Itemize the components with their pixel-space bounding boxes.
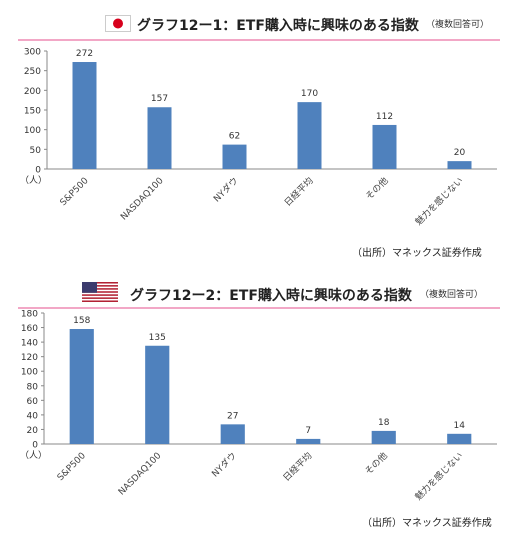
data-label: 170: [301, 89, 318, 99]
x-tick-label: その他: [363, 175, 391, 203]
bar: [296, 438, 321, 444]
x-tick-label: NASDAQ100: [117, 451, 164, 498]
data-label: 272: [76, 49, 93, 59]
bar: [372, 124, 397, 169]
data-label: 18: [378, 418, 390, 428]
y-tick-label: 20: [27, 426, 39, 436]
data-label: 20: [454, 148, 466, 158]
y-tick-label: 150: [24, 107, 41, 117]
title-rule: [18, 39, 500, 41]
x-tick-label: S&P500: [56, 451, 88, 483]
chart-note: （複数回答可）: [426, 20, 490, 30]
chart-title: グラフ12ー1：ETF購入時に興味のある指数: [137, 18, 419, 34]
x-tick-label: 日経平均: [280, 450, 314, 484]
y-tick-label: 250: [24, 67, 41, 77]
data-label: 135: [149, 333, 166, 343]
x-tick-label: NASDAQ100: [119, 176, 166, 223]
x-tick-label: 魅力を感じない: [413, 175, 466, 228]
y-tick-label: 100: [24, 126, 41, 136]
data-label: 112: [376, 112, 393, 122]
bar: [145, 345, 170, 444]
y-tick-label: 100: [21, 368, 38, 378]
y-tick-label: 120: [21, 353, 38, 363]
y-tick-label: 180: [21, 310, 38, 320]
source-note: （出所）マネックス証券作成: [352, 248, 482, 259]
chart-panel-2: グラフ12ー2：ETF購入時に興味のある指数 （複数回答可） 0 20 40 60 80…: [0, 276, 513, 539]
data-label: 157: [151, 94, 168, 104]
y-tick-label: 300: [24, 48, 41, 58]
data-label: 27: [227, 411, 238, 421]
data-label: 14: [454, 421, 466, 431]
bar: [69, 329, 94, 444]
data-label: 62: [229, 132, 240, 142]
x-tick-label: その他: [362, 450, 390, 478]
y-tick-label: 0: [32, 441, 38, 451]
y-unit-label: （人）: [20, 450, 47, 461]
bar: [72, 62, 97, 169]
y-tick-label: 80: [27, 382, 39, 392]
y-tick-label: 60: [27, 397, 39, 407]
y-tick-label: 50: [30, 146, 42, 156]
y-tick-label: 140: [21, 339, 38, 349]
bar: [222, 144, 247, 169]
data-label: 158: [73, 316, 90, 326]
bar-chart-2: 0 20 40 60 80 100 120 140 160 180 （人） 158 S&P500 135 N…: [20, 310, 497, 503]
title-rule: [18, 307, 500, 309]
us-flag-icon: [82, 282, 118, 302]
chart-note: （複数回答可）: [420, 290, 484, 300]
y-tick-label: 200: [24, 87, 41, 97]
chart-title: グラフ12ー2：ETF購入時に興味のある指数: [130, 288, 412, 304]
data-label: 7: [305, 426, 311, 436]
y-unit-label: （人）: [20, 175, 47, 186]
japan-flag-icon: [105, 15, 131, 32]
x-tick-label: 日経平均: [282, 175, 316, 209]
bar-chart-1: 0 50 100 150 200 250 300 （人） 272 S&P500 157 NASDAQ1…: [20, 48, 497, 228]
y-tick-label: 0: [35, 166, 41, 176]
bar: [371, 430, 396, 444]
x-tick-label: 魅力を感じない: [412, 450, 465, 503]
source-note: （出所）マネックス証券作成: [362, 518, 492, 529]
y-tick-label: 160: [21, 324, 38, 334]
x-tick-label: NYダウ: [209, 450, 239, 480]
y-tick-label: 40: [27, 411, 39, 421]
bar: [147, 107, 172, 169]
x-tick-label: NYダウ: [211, 175, 241, 205]
bar: [220, 424, 245, 444]
chart-panel-1: グラフ12ー1：ETF購入時に興味のある指数 （複数回答可） 0 50 100 150…: [18, 15, 500, 259]
x-tick-label: S&P500: [59, 176, 91, 208]
bar: [447, 433, 472, 444]
bar: [447, 161, 472, 169]
bar: [297, 102, 322, 169]
